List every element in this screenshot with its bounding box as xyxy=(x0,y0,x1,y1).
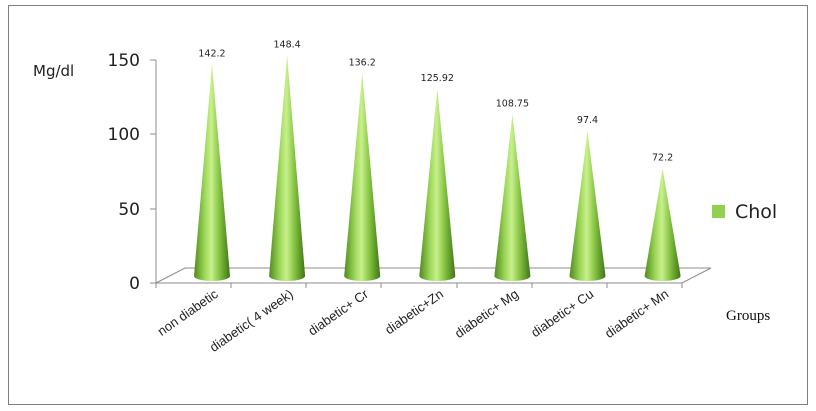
legend-label: Chol xyxy=(735,201,777,223)
y-tick-label: 150 xyxy=(108,51,140,71)
cone-bar xyxy=(419,88,456,281)
cone-bar xyxy=(344,73,381,282)
data-label: 148.4 xyxy=(273,39,300,50)
chart-frame xyxy=(8,5,808,405)
cone-body xyxy=(419,88,456,281)
cone-bar xyxy=(494,114,531,281)
cone-body xyxy=(494,114,531,281)
data-labels: 142.2 148.4 136.2 125.92 108.75 97.4 72.2 xyxy=(198,39,673,163)
x-tick-marks xyxy=(155,283,683,288)
x-axis-title: Groups xyxy=(726,308,770,324)
cone-body xyxy=(644,168,681,281)
data-label: 108.75 xyxy=(496,98,529,109)
cone-bar xyxy=(194,64,230,281)
data-label: 97.4 xyxy=(577,115,598,126)
y-tick-marks xyxy=(150,59,156,284)
category-label: diabetic( 4 week) xyxy=(207,286,296,355)
cone-body xyxy=(344,73,381,282)
data-label: 72.2 xyxy=(652,153,673,164)
y-tick-label: 50 xyxy=(118,200,140,220)
cone-body xyxy=(569,131,606,281)
category-label: diabetic+ Cu xyxy=(528,286,596,340)
cone-bar xyxy=(569,131,606,281)
category-label: non diabetic xyxy=(155,286,221,339)
data-label: 142.2 xyxy=(198,49,225,60)
y-tick-label: 100 xyxy=(108,125,140,145)
y-tick-label: 0 xyxy=(129,274,140,294)
data-label: 136.2 xyxy=(349,58,376,69)
cone-bar xyxy=(269,55,306,282)
data-label: 125.92 xyxy=(421,73,454,84)
cone-bar xyxy=(644,168,681,281)
category-label: diabetic+ Cr xyxy=(305,286,371,339)
cone-body xyxy=(269,55,306,282)
cone-bars xyxy=(194,55,681,282)
cone-body xyxy=(194,64,230,281)
category-label: diabetic+ Mg xyxy=(452,286,521,341)
category-label: diabetic+Zn xyxy=(382,286,446,337)
legend-swatch xyxy=(712,205,725,218)
y-tick-labels: 0 50 100 150 xyxy=(108,51,140,294)
category-label: diabetic+ Mn xyxy=(602,286,671,341)
y-axis-title: Mg/dl xyxy=(33,62,74,80)
legend: Chol xyxy=(712,201,777,223)
